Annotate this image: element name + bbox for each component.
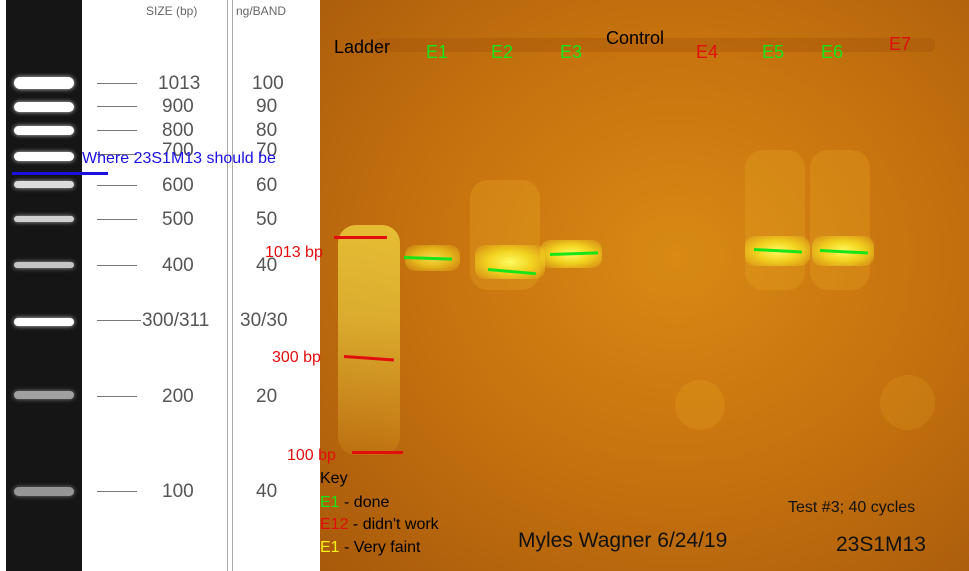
key-code: E1 bbox=[320, 494, 340, 511]
marker-label-300: 300 bp bbox=[272, 349, 321, 366]
ladder-band bbox=[14, 487, 74, 496]
ng-label: 80 bbox=[256, 120, 278, 141]
lane-smear bbox=[675, 380, 725, 430]
lane-label-ladder: Ladder bbox=[334, 37, 391, 57]
gel-photo: Ladder E1 E2 E3 Control E4 E5 E6 E7 Key … bbox=[320, 0, 969, 571]
size-label: 300/311 bbox=[142, 310, 210, 331]
lane-label-e5: E5 bbox=[762, 42, 785, 62]
gel-wells bbox=[375, 38, 935, 52]
lane-smear bbox=[880, 375, 935, 430]
tick bbox=[97, 106, 137, 107]
size-label: 100 bbox=[162, 481, 194, 502]
key-title: Key bbox=[320, 470, 348, 487]
lane-smear bbox=[810, 150, 870, 290]
divider bbox=[232, 0, 233, 571]
ng-label: 50 bbox=[256, 209, 278, 230]
key-code: E1 bbox=[320, 539, 340, 556]
key-item-failed: E12 - didn't work bbox=[320, 516, 439, 534]
ng-label: 30/30 bbox=[240, 310, 288, 331]
size-label: 900 bbox=[162, 96, 194, 117]
ladder-band bbox=[14, 152, 74, 161]
ng-label: 90 bbox=[256, 96, 278, 117]
marker-label-100: 100 bp bbox=[287, 447, 336, 464]
ladder-band bbox=[14, 102, 74, 112]
size-label: 1013 bbox=[158, 73, 201, 94]
lane-label-control: Control bbox=[606, 28, 665, 48]
key-item-done: E1 - done bbox=[320, 494, 389, 512]
expected-position-line bbox=[12, 172, 108, 175]
expected-position-label: Where 23S1M13 should be bbox=[82, 150, 276, 167]
key-item-faint: E1 - Very faint bbox=[320, 539, 421, 557]
size-label: 500 bbox=[162, 209, 194, 230]
tick bbox=[97, 219, 137, 220]
size-header: SIZE (bp) bbox=[146, 4, 198, 18]
lane-label-e7: E7 bbox=[889, 34, 912, 54]
ladder-reference-image: SIZE (bp) ng/BAND 1013 100 900 90 800 80… bbox=[0, 0, 320, 571]
ladder-gel-strip bbox=[6, 0, 82, 571]
ladder-band bbox=[14, 126, 74, 135]
ladder-band bbox=[14, 262, 74, 268]
tick bbox=[97, 154, 137, 155]
lane-smear bbox=[745, 150, 805, 290]
tick bbox=[97, 83, 137, 84]
test-info: Test #3; 40 cycles bbox=[788, 499, 916, 516]
size-label: 700 bbox=[162, 140, 194, 161]
ng-label: 100 bbox=[252, 73, 284, 94]
lane-label-e6: E6 bbox=[821, 42, 844, 62]
ng-label: 60 bbox=[256, 175, 278, 196]
ladder-band bbox=[14, 216, 74, 222]
marker-line-1013 bbox=[334, 236, 387, 239]
lane-label-e3: E3 bbox=[560, 42, 583, 62]
size-label: 200 bbox=[162, 386, 194, 407]
ng-label: 20 bbox=[256, 386, 278, 407]
ladder-band bbox=[14, 77, 74, 89]
tick bbox=[97, 130, 137, 131]
ng-label: 70 bbox=[256, 140, 278, 161]
marker-label-1013: 1013 bp bbox=[265, 244, 323, 261]
tick bbox=[97, 320, 141, 321]
lane-label-e4: E4 bbox=[696, 42, 719, 62]
ladder-band bbox=[14, 391, 74, 399]
tick bbox=[97, 491, 137, 492]
lane-label-e1: E1 bbox=[426, 42, 449, 62]
ng-label: 40 bbox=[256, 481, 278, 502]
tick bbox=[97, 265, 137, 266]
key-code: E12 bbox=[320, 516, 349, 533]
key-desc: - Very faint bbox=[339, 539, 421, 556]
size-label: 800 bbox=[162, 120, 194, 141]
ng-label: 40 bbox=[256, 255, 278, 276]
ladder-band bbox=[14, 318, 74, 326]
ladder-lane-smear bbox=[338, 225, 400, 455]
marker-line-100 bbox=[352, 451, 403, 454]
lane-label-e2: E2 bbox=[491, 42, 514, 62]
author-signature: Myles Wagner 6/24/19 bbox=[518, 529, 728, 552]
ng-header: ng/BAND bbox=[236, 4, 287, 18]
tick bbox=[97, 185, 137, 186]
key-desc: - didn't work bbox=[348, 516, 439, 533]
size-label: 400 bbox=[162, 255, 194, 276]
size-label: 600 bbox=[162, 175, 194, 196]
sample-id: 23S1M13 bbox=[836, 533, 926, 556]
divider bbox=[227, 0, 228, 571]
key-desc: - done bbox=[339, 494, 390, 511]
tick bbox=[97, 396, 137, 397]
ladder-band bbox=[14, 181, 74, 188]
